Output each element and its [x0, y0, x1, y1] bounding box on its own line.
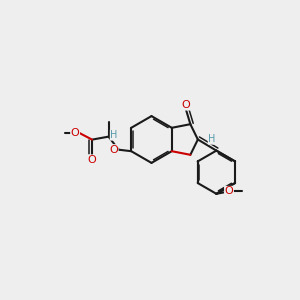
Text: O: O — [109, 145, 118, 155]
Text: H: H — [208, 134, 216, 144]
Text: O: O — [88, 155, 96, 165]
Text: H: H — [110, 130, 118, 140]
Text: O: O — [182, 100, 190, 110]
Text: O: O — [71, 128, 80, 138]
Text: O: O — [225, 186, 233, 197]
